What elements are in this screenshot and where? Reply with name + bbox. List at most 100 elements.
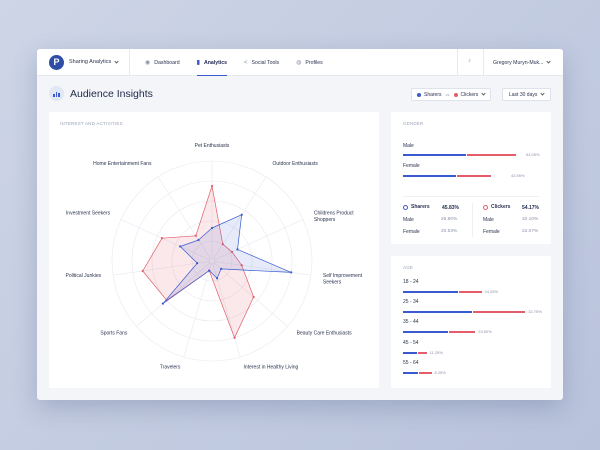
radar-axis-label-line: Pet Enthusiasts — [195, 143, 230, 149]
user-menu[interactable]: Gregory Muryn-Muk... — [493, 49, 552, 76]
age-row-bar — [403, 352, 533, 354]
clickers-bar — [449, 331, 476, 333]
interests-card: INTEREST AND ACTIVITIES Pet Enthusiasts O… — [49, 112, 379, 388]
clickers-male-label: Male — [483, 217, 494, 223]
clickers-male-value: 32.10% — [522, 217, 539, 222]
nav-profiles[interactable]: ◍ Profiles — [296, 49, 323, 76]
nav-social-tools[interactable]: < Social Tools — [244, 49, 279, 76]
sharers-male-value: 25.80% — [441, 217, 458, 222]
radar-chart: Pet Enthusiasts Outdoor Enthusiasts Childr… — [66, 143, 363, 370]
sharers-label: Sharers — [424, 91, 442, 98]
vs-label: vs — [445, 92, 450, 97]
radar-point — [240, 264, 243, 267]
radar-axis-label: Beauty Care Enthusiasts — [297, 330, 353, 336]
chevron-down-icon — [114, 58, 119, 64]
chevron-down-icon — [546, 59, 552, 64]
radar-axis-label-line: Outdoor Enthusiasts — [273, 161, 319, 167]
age-row-pct: 23.50% — [478, 329, 492, 334]
age-row-pct: 32.75% — [528, 309, 542, 314]
age-row-label: 18 - 24 — [403, 279, 419, 285]
dashboard-icon: ◉ — [145, 60, 151, 66]
age-row-bar — [403, 372, 533, 374]
sharers-bar — [403, 352, 417, 354]
clickers-bar — [419, 372, 432, 374]
sharers-bar — [403, 331, 448, 333]
radar-axis-label-line: Seekers — [323, 279, 342, 285]
clickers-bar — [417, 352, 427, 354]
age-title: AGE — [403, 265, 414, 270]
radar-point — [215, 277, 219, 280]
radar-center — [208, 257, 216, 265]
clickers-series — [142, 185, 254, 339]
radar-point — [141, 269, 144, 273]
divider — [129, 49, 130, 76]
nav-label: Dashboard — [154, 59, 180, 66]
radar-point — [196, 262, 199, 265]
divider — [457, 49, 458, 76]
gender-male-bar — [403, 154, 523, 156]
sharers-female-value: 20.53% — [441, 229, 458, 234]
radar-axis-label-line: Political Junkies — [66, 273, 102, 279]
app-switcher[interactable]: Sharing Analytics — [69, 58, 119, 65]
divider — [403, 196, 539, 197]
clickers-ring-icon — [483, 204, 488, 210]
radar-axis-label-line: Beauty Care Enthusiasts — [297, 330, 353, 336]
radar-axis-label: Self Improvement Seekers — [323, 273, 363, 286]
radar-point — [252, 295, 255, 299]
nav-analytics[interactable]: ▮ Analytics — [196, 49, 228, 76]
sharers-bar — [403, 372, 418, 374]
radar-point — [210, 184, 214, 188]
divider — [483, 49, 484, 76]
sharers-bar — [403, 311, 472, 313]
radar-point — [179, 245, 182, 248]
radar-point — [210, 226, 214, 230]
radar-axis-label-line: Interest in Healthy Living — [244, 364, 299, 370]
radar-axis-label: Childrens Product Shoppers — [314, 210, 354, 223]
sharers-ring-icon — [403, 204, 408, 210]
gender-title: GENDER — [403, 121, 424, 126]
radar-point — [236, 248, 239, 251]
user-name: Gregory Muryn-Muk... — [493, 59, 544, 66]
nav-dashboard[interactable]: ◉ Dashboard — [145, 49, 180, 76]
clickers-bar — [457, 175, 491, 177]
clickers-value: 54.17% — [522, 205, 539, 211]
age-row-bar — [403, 311, 533, 313]
sharers-bar — [403, 291, 458, 293]
app-name: Sharing Analytics — [69, 59, 112, 65]
clickers-bar — [459, 291, 482, 293]
radar-point — [194, 234, 197, 237]
radar-axis-label-line: Travelers — [160, 364, 181, 370]
radar-axis-label: Travelers — [160, 364, 181, 370]
radar-point — [208, 269, 211, 272]
radar-axis-label: Outdoor Enthusiasts — [273, 161, 319, 167]
radar-point — [233, 336, 236, 339]
radar-spoke — [157, 176, 213, 262]
radar-spoke — [211, 176, 267, 262]
chevron-down-icon — [481, 91, 486, 96]
app-logo[interactable]: P — [49, 54, 64, 70]
sharers-title: Sharers — [411, 204, 430, 210]
radar-spoke — [211, 260, 312, 276]
radar-point — [160, 237, 164, 240]
date-range-select[interactable]: Last 30 days — [502, 88, 552, 101]
compare-selector[interactable]: Sharers vs Clickers — [411, 88, 492, 101]
age-row-pct: 24.25% — [484, 289, 499, 294]
age-row-label: 55 - 64 — [403, 360, 419, 366]
radar-point — [161, 302, 164, 305]
chevron-down-icon — [540, 91, 545, 96]
radar-axis-label-line: Sports Fans — [100, 330, 127, 336]
bar-chart-icon: ▮ — [196, 60, 200, 66]
sharers-bar — [403, 175, 457, 177]
radar-spoke — [211, 260, 241, 358]
age-card: AGE 18 - 24 24.25% 25 - 34 32.75% 35 - 44 23.… — [391, 256, 551, 388]
interests-title: INTEREST AND ACTIVITIES — [60, 121, 123, 126]
gender-female-pct: 43.95% — [511, 173, 525, 178]
radar-point — [240, 213, 243, 216]
gender-card: GENDER Male 54.05% Female 43.95% Sharers… — [391, 112, 551, 244]
age-row-bar — [403, 291, 533, 293]
radar-spoke — [136, 260, 213, 327]
bell-icon[interactable]: ♪ — [468, 58, 471, 64]
radar-axis-label: Pet Enthusiasts — [195, 143, 230, 149]
top-bar: P Sharing Analytics ◉ Dashboard ▮ Analyt… — [37, 49, 563, 76]
page-header: Audience Insights — [49, 86, 153, 101]
